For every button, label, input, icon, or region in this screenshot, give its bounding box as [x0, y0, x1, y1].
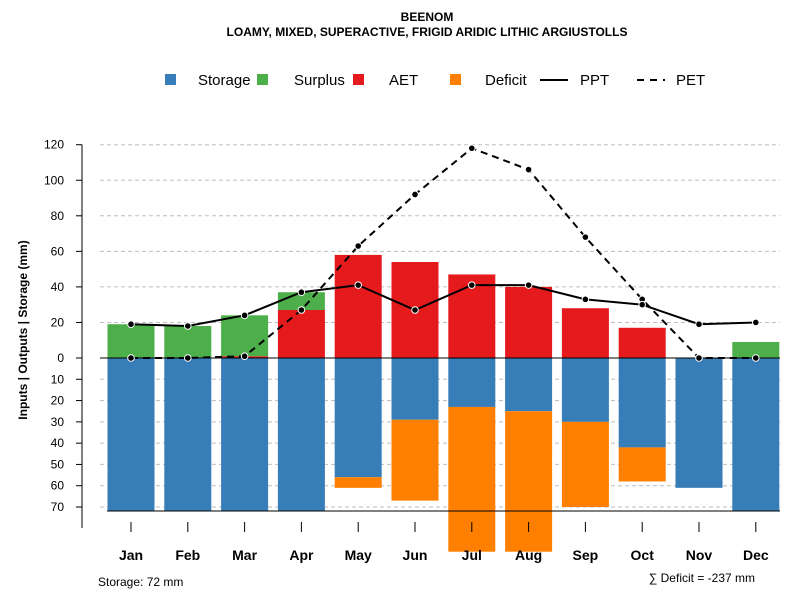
bar-aet: [561, 308, 609, 358]
pet-line: [131, 147, 756, 359]
bar-deficit: [561, 421, 609, 507]
legend-label-ppt: PPT: [580, 72, 609, 89]
y-tick-label-upper: 60: [51, 244, 65, 258]
bar-storage: [675, 358, 723, 488]
bar-storage: [277, 358, 325, 512]
chart-title: BEENOM: [401, 10, 454, 24]
bar-storage: [618, 358, 666, 448]
y-tick-label-upper: 40: [51, 280, 65, 294]
x-tick-label-jun: Jun: [403, 547, 428, 563]
bar-surplus: [164, 326, 212, 358]
ppt-point: [127, 320, 135, 329]
y-tick-label-lower: 10: [51, 372, 65, 386]
y-axis-label: Inputs | Outputs | Storage (mm): [16, 240, 30, 419]
x-tick-label-may: May: [345, 547, 372, 563]
bar-storage: [107, 358, 155, 512]
bar-storage: [164, 358, 212, 512]
pet-point: [411, 190, 419, 199]
ppt-point: [184, 322, 192, 330]
y-tick-label-upper: 20: [51, 315, 65, 329]
ppt-point: [638, 300, 647, 309]
pet-point: [752, 354, 760, 362]
x-tick-label-jan: Jan: [119, 547, 143, 563]
y-tick-label-lower: 70: [51, 500, 65, 514]
bar-storage: [221, 358, 269, 512]
bars: [107, 254, 780, 552]
x-tick-label-apr: Apr: [289, 547, 314, 563]
ppt-point: [581, 295, 590, 304]
pet-point: [240, 352, 249, 361]
ppt-point: [240, 311, 249, 320]
legend: Storage Surplus AET Deficit PPT PET: [165, 72, 705, 89]
y-tick-label-upper: 80: [51, 209, 65, 223]
legend-label-storage: Storage: [198, 72, 251, 89]
y-tick-label-upper: 100: [44, 173, 64, 187]
ppt-point: [524, 281, 533, 289]
legend-label-aet: AET: [389, 72, 418, 89]
bar-storage: [561, 358, 609, 422]
bar-deficit: [391, 419, 439, 501]
bar-aet: [277, 310, 325, 358]
ppt-line: [130, 284, 756, 328]
bar-deficit: [618, 447, 666, 482]
x-tick-label-mar: Mar: [232, 547, 257, 563]
bar-aet: [334, 254, 382, 358]
legend-swatch-deficit: [450, 74, 461, 85]
bar-storage: [448, 358, 496, 407]
deficit-note: ∑ Deficit = -237 mm: [649, 571, 755, 585]
storage-note: Storage: 72 mm: [98, 575, 183, 589]
bar-storage: [334, 358, 382, 478]
ppt-point: [695, 320, 703, 329]
axes: 0 20 40 60 80 100 120 10 20 30 40 50 60 70 Jan Feb Mar Ap…: [44, 138, 769, 563]
bar-storage: [505, 358, 553, 412]
ppt-point: [297, 288, 306, 297]
legend-swatch-storage: [165, 74, 176, 85]
y-tick-label-lower: 40: [51, 436, 65, 450]
y-tick-label-upper: 120: [44, 138, 64, 152]
y-tick-label-upper: 0: [57, 351, 64, 365]
pet-point: [184, 354, 192, 362]
x-tick-label-jul: Jul: [462, 547, 482, 563]
ppt-point: [354, 281, 363, 289]
legend-label-surplus: Surplus: [294, 72, 345, 89]
legend-swatch-surplus: [257, 74, 268, 85]
x-tick-label-oct: Oct: [631, 547, 655, 563]
y-tick-label-lower: 60: [51, 479, 65, 493]
x-tick-label-dec: Dec: [743, 547, 769, 563]
x-tick-label-feb: Feb: [175, 547, 200, 563]
bar-storage: [732, 358, 780, 512]
bar-aet: [505, 286, 553, 358]
pet-point: [581, 233, 590, 241]
bar-surplus: [221, 315, 269, 357]
y-tick-label-lower: 20: [51, 394, 65, 408]
series-lines: [127, 144, 760, 362]
bar-surplus: [107, 324, 155, 358]
x-tick-label-sep: Sep: [573, 547, 599, 563]
y-tick-label-lower: 50: [51, 457, 65, 471]
x-tick-label-aug: Aug: [515, 547, 542, 563]
y-tick-label-lower: 30: [51, 415, 65, 429]
legend-label-pet: PET: [676, 72, 705, 89]
pet-point: [695, 354, 703, 362]
legend-swatch-aet: [353, 74, 364, 85]
ppt-point: [468, 281, 476, 289]
x-tick-label-nov: Nov: [686, 547, 713, 563]
bar-deficit: [334, 477, 382, 488]
gridlines: [100, 144, 780, 508]
pet-point: [468, 144, 476, 153]
ppt-point: [411, 306, 419, 314]
chart-subtitle: LOAMY, MIXED, SUPERACTIVE, FRIGID ARIDIC…: [227, 25, 628, 39]
pet-point: [354, 242, 363, 250]
bar-surplus: [732, 342, 780, 358]
bar-storage: [391, 358, 439, 420]
bar-aet: [618, 327, 666, 358]
pet-point: [127, 354, 135, 362]
pet-point: [297, 306, 306, 314]
ppt-point: [752, 318, 760, 327]
legend-label-deficit: Deficit: [485, 72, 528, 89]
pet-point: [524, 165, 533, 174]
